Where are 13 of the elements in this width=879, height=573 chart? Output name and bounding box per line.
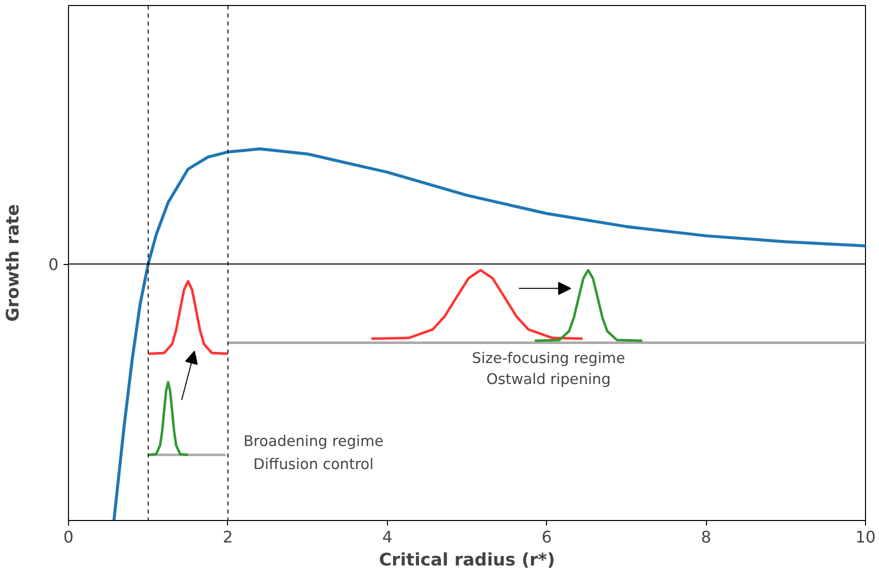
x-tick-label: 2 <box>222 528 233 546</box>
annotation: Broadening regime <box>243 433 384 450</box>
annotation: Diffusion control <box>253 456 374 473</box>
x-tick-label: 10 <box>855 528 876 546</box>
x-tick-label: 6 <box>542 528 552 546</box>
y-axis-title: Growth rate <box>3 204 24 322</box>
x-tick-label: 8 <box>701 528 712 546</box>
ref-line-label: 0 <box>48 255 59 274</box>
x-axis-title: Critical radius (r*) <box>378 550 556 570</box>
annotation: Size-focusing regime <box>472 350 626 367</box>
annotation: Ostwald ripening <box>486 371 611 388</box>
x-tick-label: 4 <box>382 528 392 546</box>
x-tick-label: 0 <box>63 528 74 546</box>
